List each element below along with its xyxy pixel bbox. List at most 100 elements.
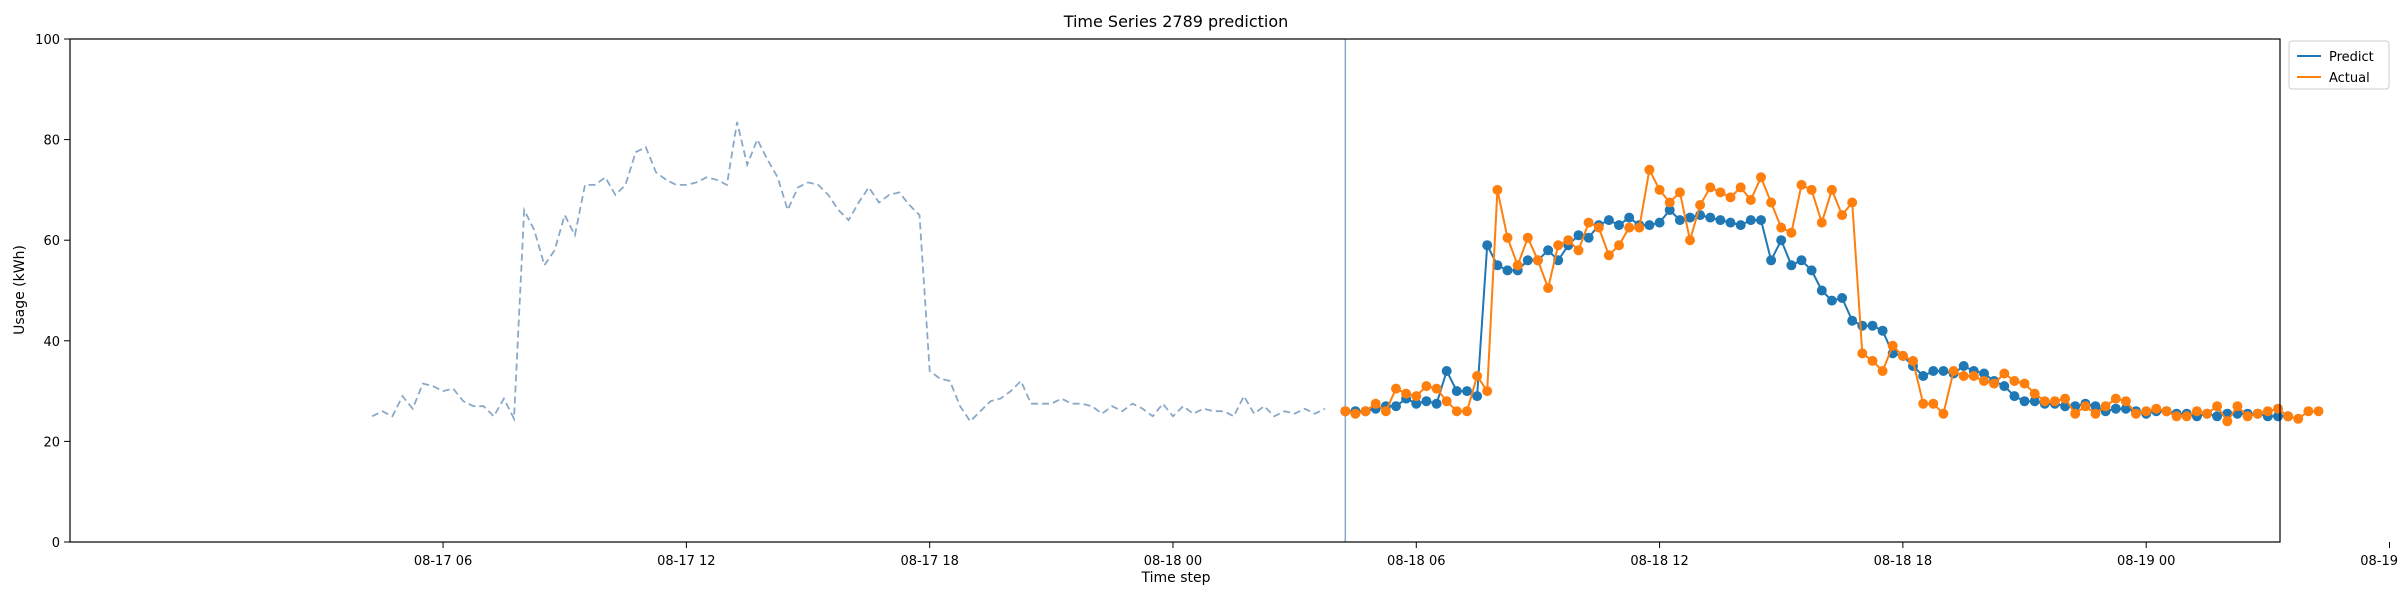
series-point-actual: [1756, 172, 1766, 183]
x-tick-label: 08-17 06: [414, 554, 472, 569]
series-point-actual: [1340, 406, 1351, 417]
series-point-actual: [1877, 366, 1888, 376]
plot-frame: [69, 38, 2281, 543]
series-point-actual: [2100, 401, 2111, 412]
series-point-actual: [2009, 376, 2020, 386]
series-point-actual: [1999, 368, 2010, 379]
series-point-predict: [2110, 403, 2121, 414]
x-tick-label: 08-18 00: [1144, 554, 1202, 569]
series-point-actual: [1421, 381, 1432, 392]
series-point-actual: [1816, 217, 1827, 228]
series-point-actual: [1897, 350, 1908, 361]
series-point-predict: [1705, 212, 1716, 223]
series-point-predict: [1614, 220, 1624, 231]
series-point-actual: [1593, 222, 1604, 233]
series-point-actual: [2232, 401, 2243, 412]
series-point-actual: [2090, 408, 2101, 419]
x-tick-label: 08-17 12: [657, 554, 715, 569]
series-point-actual: [1634, 222, 1645, 233]
series-point-actual: [1401, 388, 1412, 399]
series-point-actual: [1776, 222, 1787, 233]
series-point-predict: [1816, 285, 1827, 296]
series-point-predict: [1776, 235, 1787, 246]
series-point-predict: [1999, 381, 2010, 392]
y-tick-label: 0: [52, 536, 60, 551]
legend-label-predict: Predict: [2329, 50, 2374, 65]
series-point-actual: [1908, 355, 1918, 366]
series-point-predict: [2212, 411, 2223, 422]
series-point-actual: [2060, 393, 2071, 404]
series-point-actual: [1411, 391, 1422, 402]
series-point-actual: [2080, 401, 2091, 412]
legend: Predict Actual: [2288, 40, 2390, 90]
series-point-predict: [1715, 215, 1726, 226]
series-point-actual: [2131, 408, 2141, 419]
series-point-actual: [2171, 411, 2182, 422]
series-point-actual: [2191, 406, 2202, 417]
series-point-actual: [1837, 210, 1848, 221]
y-tick-label: 60: [43, 234, 60, 249]
series-point-actual: [2242, 411, 2253, 422]
series-point-actual: [2283, 411, 2294, 422]
series-point-actual: [2029, 388, 2040, 399]
series-point-actual: [1380, 406, 1391, 417]
series-point-predict: [1756, 215, 1766, 226]
series-point-actual: [1543, 283, 1554, 293]
series-point-predict: [1482, 240, 1493, 251]
series-point-actual: [2212, 401, 2223, 412]
series-point-predict: [1847, 315, 1858, 326]
y-tick-label: 100: [35, 33, 60, 48]
series-point-predict: [1411, 398, 1422, 409]
series-point-actual: [1482, 386, 1493, 397]
series-point-predict: [1431, 398, 1442, 409]
series-point-predict: [2019, 396, 2030, 407]
series-point-actual: [1391, 383, 1401, 394]
series-point-predict: [1796, 255, 1807, 266]
series-point-actual: [1938, 408, 1949, 419]
series-point-actual: [2303, 406, 2314, 417]
series-point-actual: [1462, 406, 1472, 417]
series-point-actual: [1644, 164, 1655, 175]
series-point-actual: [1472, 371, 1483, 381]
plot-content: [371, 39, 2324, 542]
series-point-actual: [2252, 408, 2263, 419]
series-point-actual: [2039, 396, 2050, 407]
series-point-actual: [1674, 187, 1685, 198]
series-point-actual: [1735, 182, 1746, 193]
series-point-actual: [2120, 396, 2131, 407]
series-point-predict: [1877, 325, 1888, 336]
series-point-actual: [1350, 408, 1361, 419]
series-point-actual: [1695, 200, 1706, 210]
axes: 0 20 40 60 80 100 08-17 06 08-17 12 08-17 18 08-1…: [35, 33, 2400, 569]
series-point-predict: [1522, 255, 1533, 266]
series-point-actual: [1948, 366, 1959, 376]
series-point-actual: [1603, 250, 1614, 261]
series-point-predict: [1979, 368, 1989, 379]
series-point-actual: [1958, 371, 1969, 381]
series-point-actual: [1654, 184, 1665, 195]
series-point-predict: [2090, 401, 2101, 412]
series-point-predict: [1654, 217, 1665, 228]
series-point-actual: [1360, 406, 1371, 417]
series-point-actual: [1441, 396, 1452, 407]
series-point-predict: [1644, 220, 1655, 231]
series-point-predict: [1543, 245, 1554, 256]
series-point-actual: [1624, 222, 1635, 233]
series-point-actual: [2262, 406, 2273, 417]
x-tick-label: 08-17 18: [900, 554, 958, 569]
chart-title: Time Series 2789 prediction: [1063, 12, 1289, 31]
series-point-actual: [1573, 245, 1584, 256]
series-point-actual: [2070, 408, 2081, 419]
series-point-predict: [1867, 320, 1878, 331]
y-tick-label: 40: [43, 335, 60, 350]
series-point-actual: [1847, 197, 1858, 208]
series-point-actual: [1857, 348, 1868, 359]
series-point-actual: [2202, 408, 2212, 419]
series-point-predict: [1451, 386, 1462, 397]
series-point-predict: [2029, 396, 2040, 407]
series-point-actual: [1887, 340, 1898, 351]
x-tick-label: 08-19 00: [2117, 554, 2175, 569]
series-point-predict: [1958, 361, 1969, 371]
